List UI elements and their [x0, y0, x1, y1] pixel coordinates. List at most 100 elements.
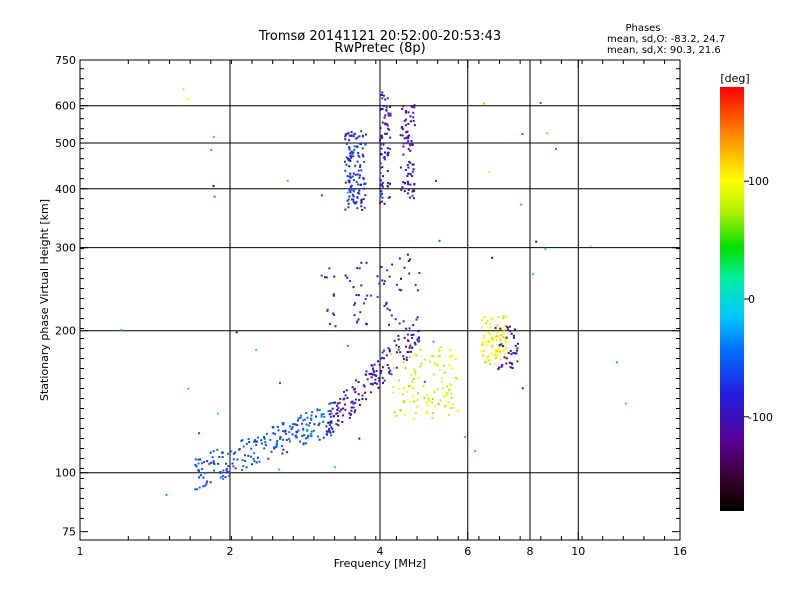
data-point [276, 425, 279, 428]
data-point [374, 378, 377, 381]
data-point [504, 341, 507, 344]
data-point [252, 457, 255, 460]
data-point [285, 432, 287, 435]
data-point [197, 458, 200, 461]
data-point [347, 131, 350, 134]
data-point [201, 467, 204, 470]
data-point [236, 458, 239, 461]
data-point [196, 488, 199, 491]
data-point [197, 462, 200, 465]
data-point [357, 151, 360, 154]
data-point [405, 118, 407, 121]
data-point [238, 448, 241, 451]
data-point [331, 427, 334, 430]
data-point [407, 188, 410, 191]
data-point [504, 347, 507, 350]
data-point [404, 110, 407, 113]
data-point [348, 139, 351, 142]
data-point [307, 434, 310, 437]
data-point [505, 336, 508, 339]
data-point [505, 337, 508, 340]
data-point [401, 134, 404, 137]
data-point [383, 158, 386, 161]
data-point [333, 275, 336, 278]
data-point [299, 440, 302, 443]
data-point [373, 370, 375, 373]
data-point [589, 244, 592, 247]
data-point [427, 404, 430, 407]
data-point [322, 436, 325, 439]
data-point [227, 465, 230, 468]
data-point [296, 424, 299, 427]
data-point [413, 368, 416, 371]
data-point [409, 173, 412, 176]
data-point [348, 189, 351, 192]
data-point [264, 441, 267, 444]
data-point [328, 429, 331, 432]
data-point [294, 434, 297, 437]
data-point [344, 408, 347, 411]
data-point [448, 388, 451, 391]
data-point [454, 377, 457, 379]
data-point [507, 326, 509, 329]
data-point [337, 415, 340, 418]
data-point [244, 454, 246, 457]
data-point [393, 411, 396, 414]
data-point [241, 459, 244, 462]
data-point [398, 288, 401, 291]
data-point [405, 327, 408, 330]
data-point [408, 346, 411, 349]
data-point [333, 313, 336, 316]
data-point [386, 184, 389, 187]
data-point [416, 405, 419, 408]
data-point [507, 329, 510, 332]
data-point [440, 380, 443, 383]
data-point [332, 293, 335, 296]
data-point [342, 407, 345, 410]
data-point [346, 276, 349, 279]
data-point [485, 344, 488, 347]
data-point [291, 433, 294, 436]
data-point [343, 390, 345, 393]
data-point [306, 436, 309, 439]
data-point [392, 386, 395, 389]
data-point [204, 472, 207, 474]
data-point [380, 134, 383, 137]
data-point [457, 409, 459, 412]
data-point [401, 186, 404, 189]
data-point [263, 436, 265, 439]
data-point [257, 436, 260, 439]
data-point [357, 191, 360, 194]
x-axis: 1 2 4 6 8 10 16 [77, 60, 687, 558]
data-point [499, 345, 502, 348]
data-point [354, 164, 357, 167]
data-point [212, 461, 215, 464]
data-point [326, 433, 328, 436]
data-point [405, 136, 408, 139]
data-point [412, 417, 415, 420]
data-point [447, 401, 450, 404]
data-point [399, 351, 402, 354]
data-point [398, 322, 401, 325]
data-point [410, 334, 413, 336]
data-point [416, 398, 419, 401]
data-point [364, 373, 367, 376]
data-point [404, 367, 407, 370]
data-point [490, 338, 492, 341]
data-point [384, 132, 387, 135]
data-point [226, 470, 229, 473]
x-tick-label: 2 [227, 545, 234, 558]
data-point [307, 424, 310, 427]
data-point [198, 432, 200, 435]
data-point [500, 334, 503, 337]
data-point [409, 344, 412, 347]
data-point [408, 384, 411, 387]
data-point [342, 414, 345, 417]
data-point [480, 319, 483, 322]
data-point [326, 310, 329, 312]
data-point [387, 347, 390, 350]
data-point [379, 109, 382, 111]
data-point [213, 195, 216, 198]
data-point [391, 263, 394, 266]
data-point [231, 462, 234, 465]
